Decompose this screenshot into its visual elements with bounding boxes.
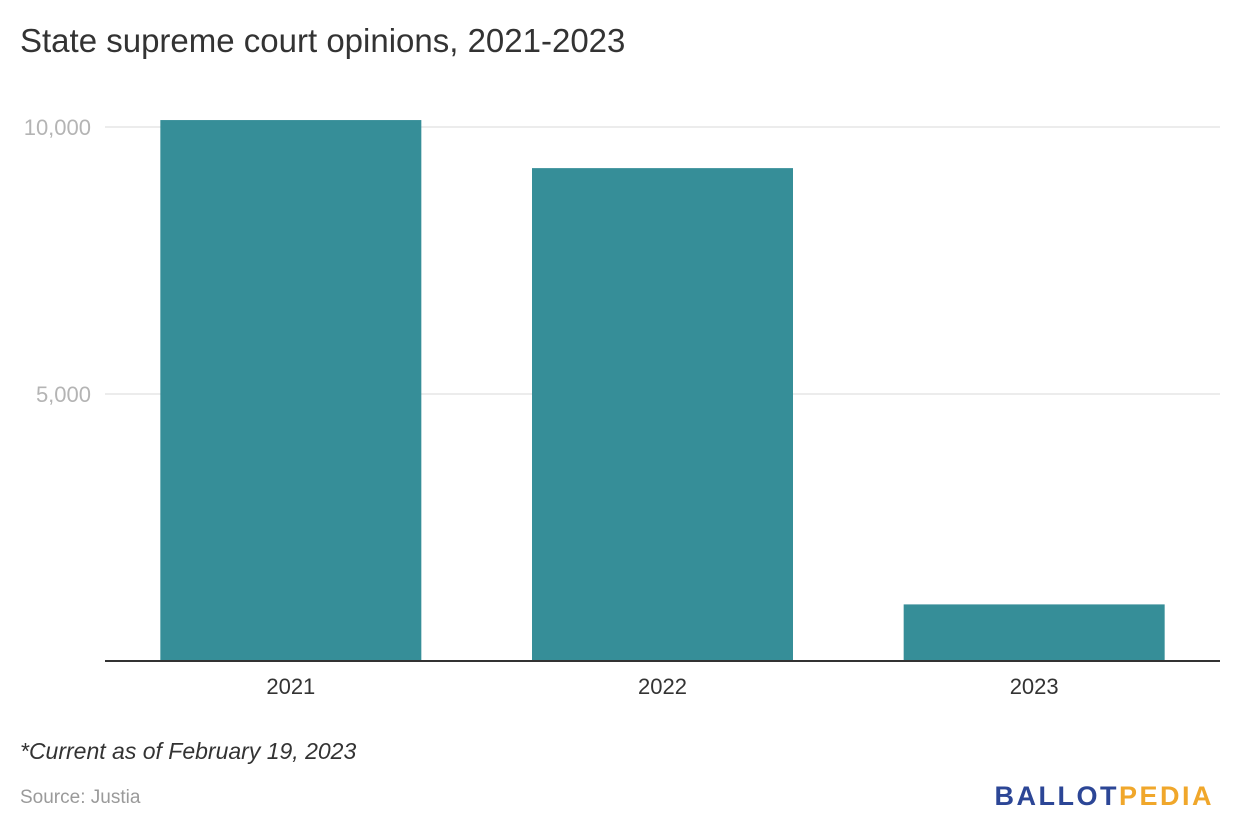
bar-2023 [903, 604, 1165, 661]
y-tick-label: 5,000 [36, 382, 91, 407]
ballotpedia-logo: BALLOTPEDIA [994, 781, 1214, 812]
x-tick-label: 2021 [266, 674, 315, 699]
source-label: Source: Justia [20, 787, 141, 808]
x-tick-label: 2022 [638, 674, 687, 699]
bars [160, 120, 1165, 662]
logo-text-pedia: PEDIA [1118, 781, 1214, 811]
x-axis-ticks: 2021 2022 2023 [266, 674, 1058, 699]
y-axis-ticks: 5,000 10,000 [24, 115, 91, 407]
y-tick-label: 10,000 [24, 115, 91, 140]
x-tick-label: 2023 [1010, 674, 1059, 699]
footnote: *Current as of February 19, 2023 [20, 738, 357, 764]
logo-text-ballot: BALLOT [994, 781, 1119, 811]
bar-2021 [160, 120, 422, 662]
chart-title: State supreme court opinions, 2021-2023 [20, 22, 626, 59]
bar-2022 [532, 168, 793, 662]
